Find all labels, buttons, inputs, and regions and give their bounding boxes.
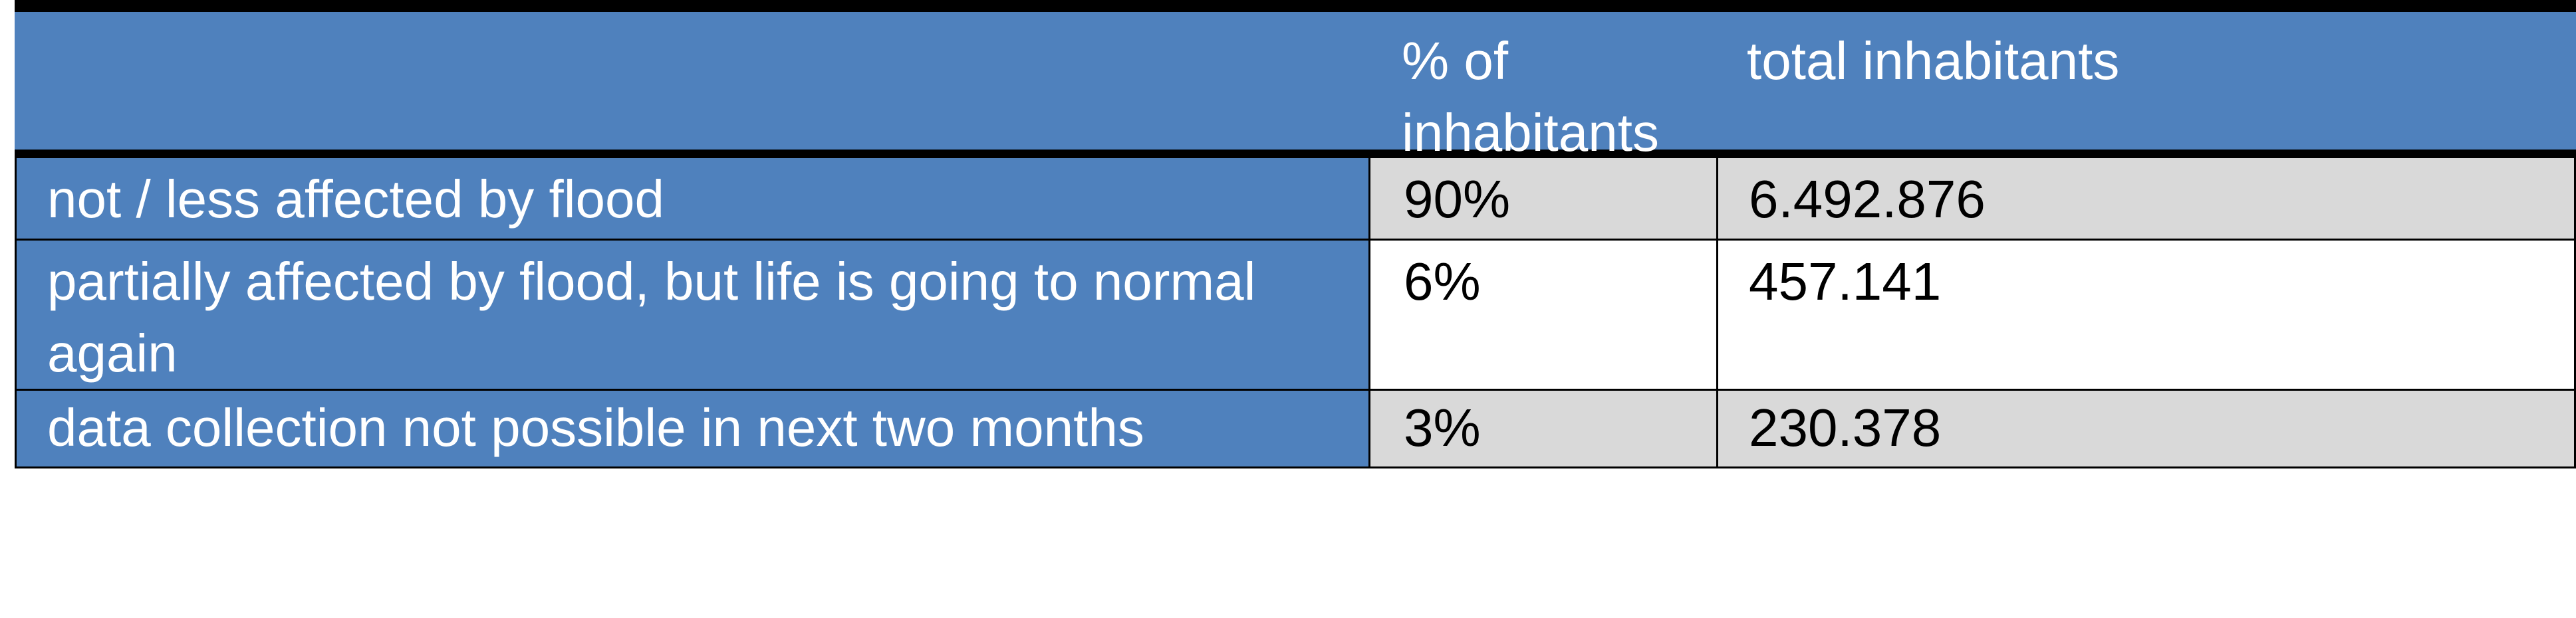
row-percent: 6% — [1370, 241, 1718, 389]
row-percent: 3% — [1370, 391, 1718, 466]
row-total: 6.492.876 — [1718, 158, 2576, 239]
top-rule — [15, 0, 2576, 12]
row-percent: 90% — [1370, 158, 1718, 239]
data-table: % of inhabitants total inhabitants not /… — [15, 0, 2576, 468]
row-total: 230.378 — [1718, 391, 2576, 466]
table-row: partially affected by flood, but life is… — [15, 241, 2576, 391]
row-label: data collection not possible in next two… — [17, 391, 1370, 466]
header-cell-total: total inhabitants — [1747, 31, 2120, 90]
table-header-row: % of inhabitants total inhabitants — [15, 12, 2576, 162]
row-label: not / less affected by flood — [17, 158, 1370, 239]
header-cell-label — [15, 12, 1368, 150]
table-row: data collection not possible in next two… — [15, 391, 2576, 468]
table-row: not / less affected by flood 90% 6.492.8… — [15, 158, 2576, 241]
header-cell-percent: % of inhabitants — [1402, 31, 1659, 162]
row-label: partially affected by flood, but life is… — [17, 241, 1370, 389]
row-total: 457.141 — [1718, 241, 2576, 389]
